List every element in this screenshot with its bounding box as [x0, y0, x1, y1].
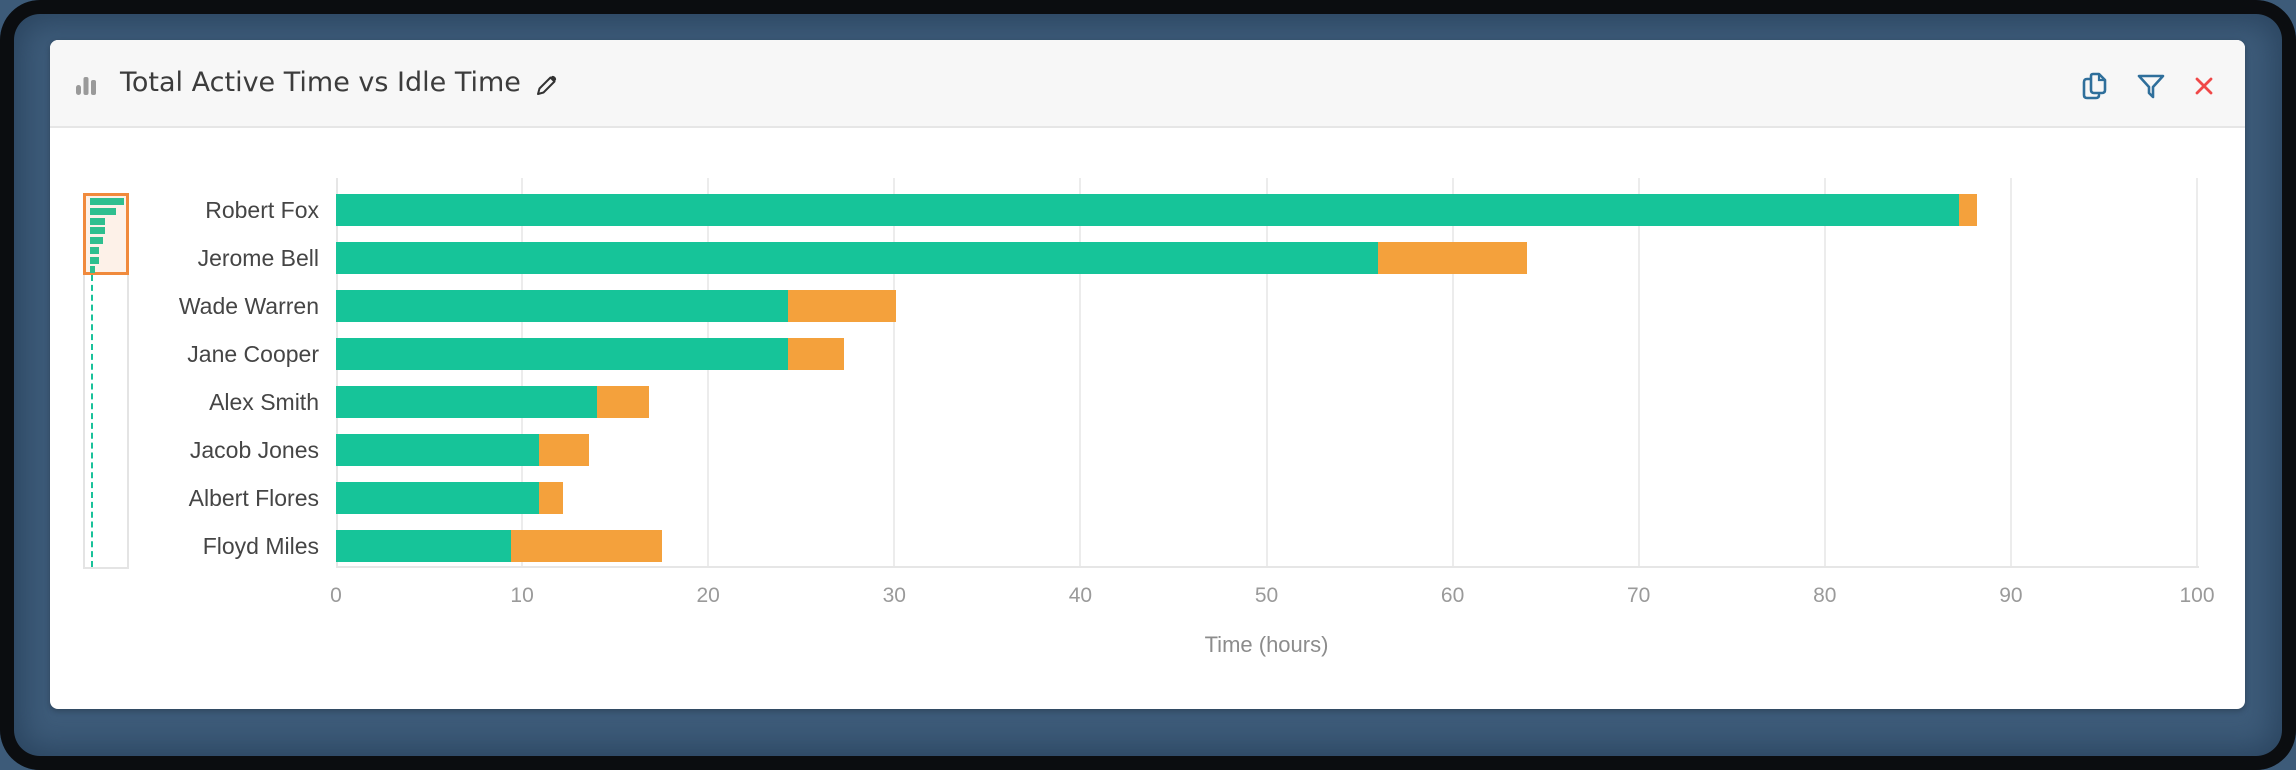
y-category-label: Jacob Jones	[189, 437, 319, 463]
active-time-bar[interactable]	[336, 434, 539, 466]
minimap-bar	[90, 227, 105, 234]
widget-title: Total Active Time vs Idle Time	[120, 67, 521, 98]
y-category-label: Floyd Miles	[202, 533, 319, 559]
pencil-icon[interactable]	[533, 73, 559, 99]
minimap-bar	[90, 247, 99, 254]
bar-chart-plot-area: Robert Fox Jerome Bell Wade Warren Jane Coo…	[179, 178, 2215, 657]
gridline	[2009, 178, 2012, 568]
minimap-bar	[90, 237, 103, 244]
y-category-label: Jerome Bell	[197, 245, 319, 271]
y-category-label: Robert Fox	[205, 197, 319, 223]
close-icon[interactable]	[2189, 71, 2219, 101]
active-time-bar[interactable]	[336, 290, 789, 322]
minimap-bar	[90, 208, 116, 215]
minimap-track	[91, 275, 93, 567]
y-category-label: Wade Warren	[178, 293, 319, 319]
widget-header: Total Active Time vs Idle Time	[50, 40, 2245, 128]
y-category-label: Albert Flores	[188, 485, 319, 511]
idle-time-bar[interactable]	[538, 434, 590, 466]
active-time-bar[interactable]	[336, 482, 539, 514]
x-tick-label: 40	[1068, 584, 1093, 607]
filter-icon[interactable]	[2136, 71, 2166, 101]
minimap-bar	[90, 198, 124, 205]
x-tick-label: 70	[1627, 584, 1651, 607]
y-category-label: Alex Smith	[209, 389, 319, 415]
x-tick-label: 90	[1999, 584, 2023, 607]
idle-time-bar[interactable]	[788, 338, 845, 370]
gridline	[707, 178, 710, 568]
gridline	[2196, 178, 2198, 568]
x-tick-label: 10	[510, 584, 534, 607]
idle-time-bar[interactable]	[1378, 242, 1528, 274]
x-tick-label: 80	[1813, 584, 1837, 607]
active-time-bar[interactable]	[336, 242, 1379, 274]
x-tick-label: 20	[696, 584, 720, 607]
copy-icon[interactable]	[2080, 71, 2110, 101]
x-tick-label: 30	[882, 584, 906, 607]
x-tick-label: 0	[330, 584, 342, 607]
x-tick-label: 100	[2179, 584, 2215, 607]
x-axis-title: Time (hours)	[1204, 632, 1329, 657]
x-tick-label: 60	[1440, 584, 1465, 607]
idle-time-bar[interactable]	[596, 386, 649, 418]
minimap-bar	[90, 257, 99, 264]
chart-minimap[interactable]	[83, 193, 129, 569]
y-axis-line	[336, 178, 338, 568]
minimap-selection-handle[interactable]	[83, 193, 129, 275]
y-category-label: Jane Cooper	[187, 341, 319, 367]
x-axis-line	[336, 566, 2199, 568]
gridline	[521, 178, 524, 568]
gridline	[1637, 178, 1640, 568]
active-time-bar[interactable]	[336, 194, 1959, 226]
minimap-bar	[90, 266, 95, 273]
gridline	[1079, 178, 1082, 568]
minimap-bar	[90, 218, 105, 225]
idle-time-bar[interactable]	[538, 482, 564, 514]
idle-time-bar[interactable]	[510, 530, 662, 562]
active-time-bar[interactable]	[336, 386, 597, 418]
gridline	[1823, 178, 1826, 568]
bar-chart-icon	[76, 77, 96, 95]
gridline	[893, 178, 896, 568]
x-tick-label: 50	[1254, 584, 1279, 607]
idle-time-bar[interactable]	[1958, 194, 1978, 226]
chart-widget-card: Total Active Time vs Idle Time	[50, 40, 2245, 709]
active-time-bar[interactable]	[336, 530, 511, 562]
gridline	[1265, 178, 1268, 568]
active-time-bar[interactable]	[336, 338, 789, 370]
idle-time-bar[interactable]	[788, 290, 897, 322]
gridline	[1451, 178, 1454, 568]
